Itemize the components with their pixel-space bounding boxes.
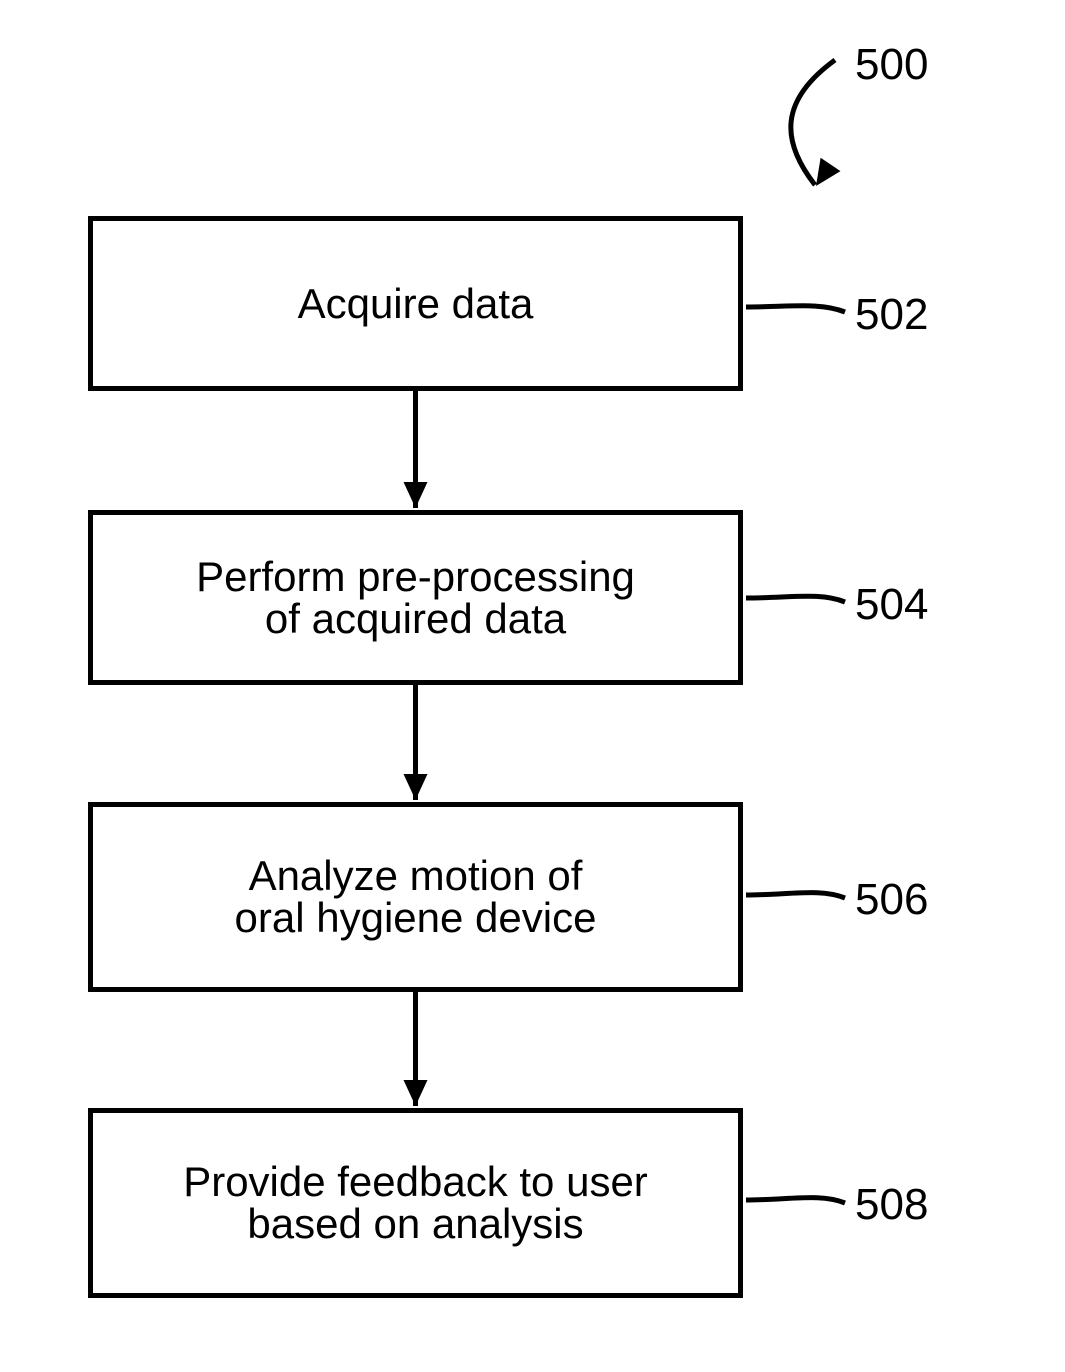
- flowchart-node: Perform pre-processing of acquired data: [88, 510, 743, 685]
- callout-connector: [746, 1198, 845, 1203]
- callout-connector: [746, 306, 845, 312]
- callout-connector: [746, 596, 845, 602]
- reference-numeral: 506: [855, 875, 928, 925]
- flowchart-node: Provide feedback to user based on analys…: [88, 1108, 743, 1298]
- flowchart-node: Acquire data: [88, 216, 743, 391]
- flowchart-node-label: Provide feedback to user based on analys…: [93, 1161, 738, 1245]
- reference-numeral-title: 500: [855, 40, 928, 90]
- reference-numeral: 508: [855, 1180, 928, 1230]
- flowchart-canvas: Acquire data Perform pre-processing of ac…: [0, 0, 1065, 1372]
- reference-numeral: 504: [855, 580, 928, 630]
- callout-connector: [746, 893, 845, 898]
- reference-numeral: 502: [855, 290, 928, 340]
- title-callout-arrow: [791, 60, 835, 185]
- title-callout-arrowhead: [816, 158, 840, 186]
- flowchart-node: Analyze motion of oral hygiene device: [88, 802, 743, 992]
- flowchart-node-label: Acquire data: [93, 283, 738, 325]
- flowchart-node-label: Analyze motion of oral hygiene device: [93, 855, 738, 939]
- flowchart-node-label: Perform pre-processing of acquired data: [93, 556, 738, 640]
